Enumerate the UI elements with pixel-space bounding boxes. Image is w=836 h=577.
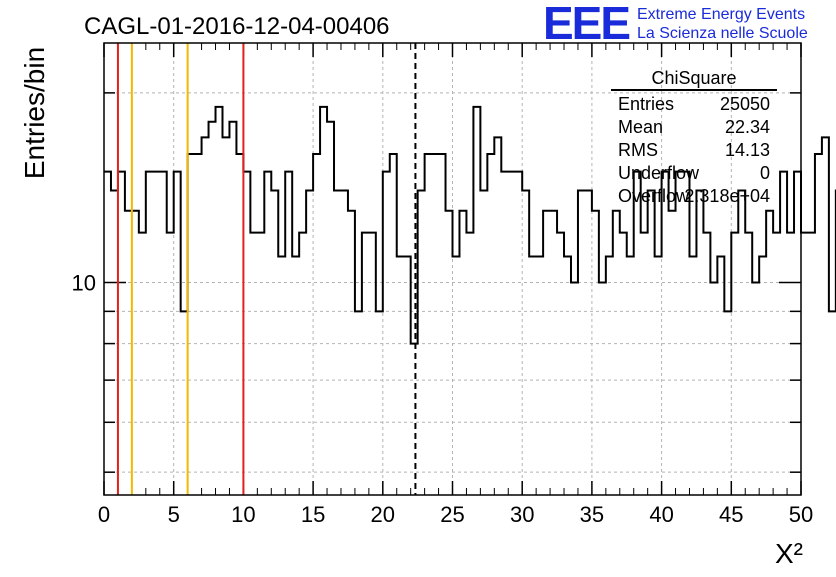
- x-tick-label: 20: [371, 502, 395, 527]
- stats-label: RMS: [618, 140, 658, 160]
- x-tick-label: 40: [649, 502, 673, 527]
- stats-rows: Entries 25050 Mean 22.34 RMS 14.13 Underflow 0 O…: [618, 94, 770, 206]
- grid: [104, 43, 801, 495]
- x-tick-label: 25: [440, 502, 464, 527]
- x-tick-label: 5: [168, 502, 180, 527]
- logo-line-2: La Scienza nelle Scuole: [637, 25, 808, 42]
- stats-box: ChiSquare Entries 25050 Mean 22.34 RMS 14.13 U…: [611, 68, 777, 206]
- stats-label: Entries: [618, 94, 674, 114]
- stats-label: Underflow: [618, 163, 700, 183]
- histogram-step-line: [104, 105, 836, 345]
- stats-value: 2.318e+04: [684, 186, 770, 206]
- logo-line-1: Extreme Energy Events: [637, 6, 805, 23]
- chart-title: CAGL-01-2016-12-04-00406: [84, 13, 390, 40]
- eee-logo: EEE Extreme Energy Events La Scienza nel…: [543, 0, 808, 49]
- stats-value: 22.34: [725, 117, 770, 137]
- x-tick-label: 15: [301, 502, 325, 527]
- plot-frame: [103, 42, 802, 496]
- x-tick-label: 35: [580, 502, 604, 527]
- marker-lines: [116, 43, 417, 495]
- x-tick-label: 45: [719, 502, 743, 527]
- y-tick-label: 10: [72, 271, 96, 296]
- stats-label: Overflow: [618, 186, 690, 206]
- x-tick-label: 10: [231, 502, 255, 527]
- y-tick-labels: 10: [72, 271, 96, 296]
- x-axis-label: X²: [775, 538, 803, 569]
- stats-value: 14.13: [725, 140, 770, 160]
- stats-value: 0: [760, 163, 770, 183]
- x-tick-label: 50: [789, 502, 813, 527]
- x-tick-label: 0: [98, 502, 110, 527]
- x-tick-label: 30: [510, 502, 534, 527]
- x-tick-labels: 0 5 10 15 20 25 30 35 40 45 50: [98, 502, 813, 527]
- y-axis-label: Entries/bin: [19, 47, 50, 179]
- stats-value: 25050: [720, 94, 770, 114]
- stats-title: ChiSquare: [651, 68, 736, 88]
- stats-label: Mean: [618, 117, 663, 137]
- logo-mark: EEE: [543, 0, 629, 49]
